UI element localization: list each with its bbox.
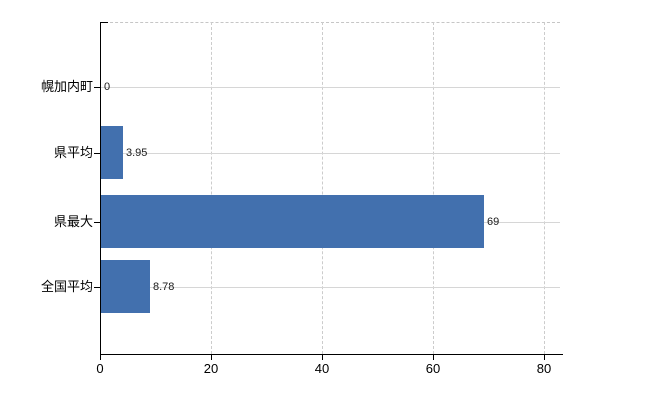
x-axis-tick <box>322 355 323 360</box>
y-axis-end-tick <box>100 22 108 23</box>
x-axis-tick <box>100 355 101 360</box>
value-label: 0 <box>104 81 111 93</box>
plot-top-border <box>100 22 560 23</box>
x-gridline <box>433 22 434 354</box>
x-axis-tick-label: 80 <box>536 361 552 376</box>
y-axis-tick <box>94 222 100 223</box>
plot-area: 0 3.95 69 8.78 <box>100 22 560 354</box>
bar <box>101 260 150 313</box>
y-axis-category-label: 幌加内町 <box>40 79 93 94</box>
category-gridline <box>100 87 560 88</box>
x-axis-tick-label: 0 <box>96 361 104 376</box>
value-label: 3.95 <box>126 147 148 159</box>
x-gridline <box>211 22 212 354</box>
x-axis-tick <box>433 355 434 360</box>
y-axis-line <box>100 22 101 355</box>
x-axis-tick <box>211 355 212 360</box>
y-axis-tick <box>94 287 100 288</box>
x-axis-tick-label: 60 <box>425 361 441 376</box>
x-axis-tick <box>544 355 545 360</box>
x-axis-line <box>100 354 563 355</box>
x-axis-tick-label: 40 <box>314 361 330 376</box>
y-axis-category-label: 県平均 <box>53 145 93 160</box>
x-gridline <box>544 22 545 354</box>
y-axis-category-label: 県最大 <box>53 214 93 229</box>
x-axis-tick-label: 20 <box>203 361 219 376</box>
x-gridline <box>322 22 323 354</box>
category-gridline <box>100 287 560 288</box>
value-label: 8.78 <box>153 281 175 293</box>
y-axis-category-label: 全国平均 <box>40 279 93 294</box>
y-axis-tick <box>94 153 100 154</box>
bar <box>101 195 484 248</box>
y-axis-tick <box>94 87 100 88</box>
bar <box>101 126 123 179</box>
category-gridline <box>100 153 560 154</box>
value-label: 69 <box>487 216 500 228</box>
